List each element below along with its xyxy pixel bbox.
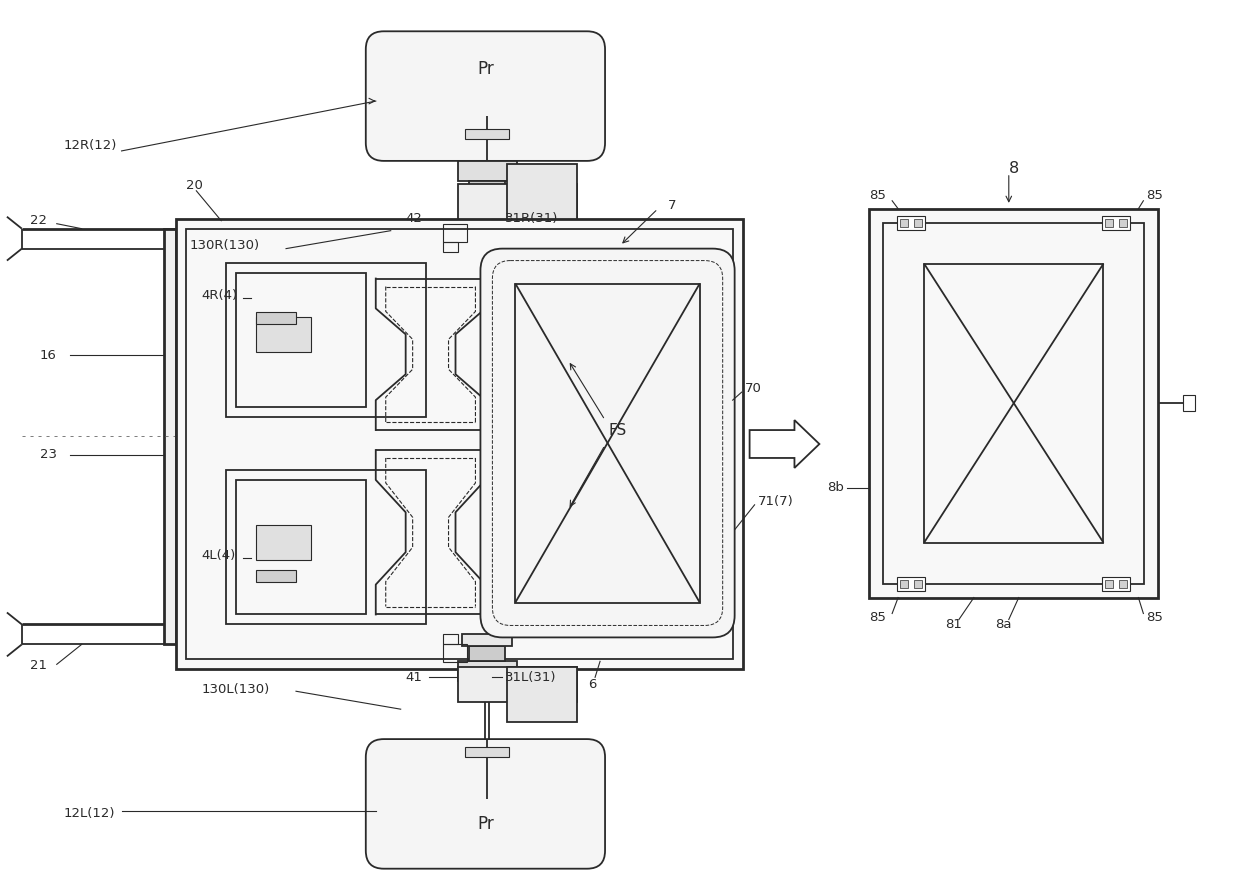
Bar [914,580,923,588]
Bar [1120,580,1127,588]
Text: 20: 20 [186,179,203,193]
Text: 71(7): 71(7) [758,495,794,508]
Bar [1106,580,1114,588]
Bar [900,580,908,588]
Bar [458,668,577,702]
Text: 12L(12): 12L(12) [63,807,115,821]
Bar [1102,216,1131,229]
Bar [900,219,908,227]
FancyBboxPatch shape [366,739,605,869]
FancyBboxPatch shape [366,31,605,161]
Text: 8a: 8a [996,618,1012,631]
Text: 85: 85 [1146,611,1163,624]
Bar [897,216,925,229]
Text: 22: 22 [30,214,47,228]
Text: 85: 85 [869,189,887,202]
Text: Pr: Pr [477,60,494,78]
Bar [470,181,506,196]
Bar [470,646,506,661]
Text: 6: 6 [588,677,596,691]
Bar [226,263,425,418]
Bar [463,196,512,208]
Text: 21: 21 [30,659,47,672]
Text: 85: 85 [869,611,887,624]
Text: 70: 70 [744,382,761,394]
Bar [1106,219,1114,227]
Bar [897,577,925,590]
Text: 31L(31): 31L(31) [506,671,557,684]
Bar [507,668,577,722]
Bar [257,313,296,324]
Bar [186,228,733,659]
Text: 7: 7 [668,199,676,212]
Text: 31R(31): 31R(31) [506,212,559,225]
Text: Pr: Pr [477,814,494,832]
Text: 81: 81 [946,618,962,631]
Bar [869,209,1158,598]
Bar [236,480,366,615]
Bar [924,263,1104,543]
Bar [1183,395,1195,411]
Text: 8b: 8b [827,481,844,495]
Text: 85: 85 [1146,189,1163,202]
Text: 4R(4): 4R(4) [201,289,237,302]
Text: 12R(12): 12R(12) [63,140,117,152]
Bar [1120,219,1127,227]
Bar [226,470,425,625]
Bar [443,634,458,644]
Bar [516,283,699,602]
Bar [1102,577,1131,590]
Text: 16: 16 [40,349,57,362]
Polygon shape [750,420,820,468]
Bar [443,644,467,662]
Bar [458,161,517,181]
Text: 42: 42 [405,212,423,225]
Bar [165,228,176,644]
FancyBboxPatch shape [480,248,734,637]
Text: 23: 23 [40,449,57,461]
Bar [458,184,577,219]
Bar [914,219,923,227]
Bar [458,661,517,681]
Text: 4L(4): 4L(4) [201,549,236,562]
Text: FS: FS [608,423,626,437]
Text: 130R(130): 130R(130) [190,239,259,252]
Bar [443,242,458,252]
Bar [257,525,311,560]
Bar [443,224,467,242]
Bar [507,164,577,219]
Text: 130L(130): 130L(130) [201,683,269,696]
Bar [257,317,311,352]
Text: 41: 41 [405,671,423,684]
Bar [883,223,1145,583]
Bar [463,634,512,646]
Bar [257,570,296,582]
Bar [465,747,510,757]
Text: 8: 8 [1009,161,1019,177]
Bar [465,129,510,139]
Bar [176,219,743,669]
Bar [236,272,366,407]
